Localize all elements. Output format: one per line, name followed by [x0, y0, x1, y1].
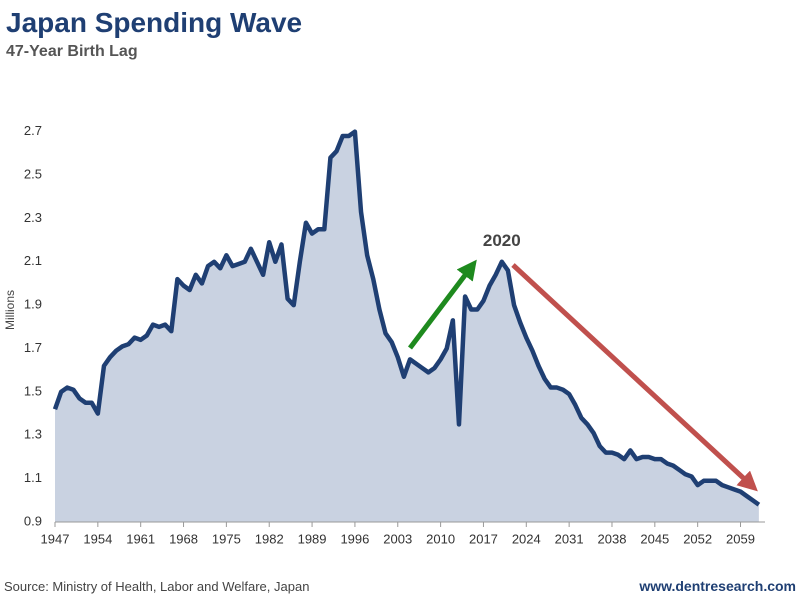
x-tick-label: 2017 [469, 531, 498, 546]
y-tick-label: 1.5 [24, 383, 42, 398]
y-tick-label: 1.1 [24, 470, 42, 485]
rise-arrow [408, 259, 477, 350]
x-tick-label: 2024 [512, 531, 541, 546]
x-tick-label: 2052 [683, 531, 712, 546]
x-tick-label: 1954 [83, 531, 112, 546]
x-tick-label: 2003 [383, 531, 412, 546]
area-fill [55, 131, 759, 522]
series-line [52, 129, 761, 507]
y-axis-label: Millions [3, 290, 17, 330]
y-tick-label: 2.7 [24, 123, 42, 138]
x-tick-label: 1968 [169, 531, 198, 546]
x-tick-label: 2010 [426, 531, 455, 546]
x-tick-label: 2038 [598, 531, 627, 546]
decline-arrow [511, 263, 758, 492]
y-tick-label: 2.1 [24, 253, 42, 268]
x-tick-label: 1996 [340, 531, 369, 546]
x-tick-label: 1961 [126, 531, 155, 546]
x-tick-label: 2045 [640, 531, 669, 546]
x-tick-label: 2059 [726, 531, 755, 546]
y-tick-label: 2.3 [24, 210, 42, 225]
y-tick-label: 1.9 [24, 297, 42, 312]
x-tick-label: 1982 [255, 531, 284, 546]
source: Source: Ministry of Health, Labor and We… [4, 579, 309, 594]
x-tick-label: 1989 [298, 531, 327, 546]
chart-title: Japan Spending Wave [6, 7, 302, 38]
y-tick-label: 2.5 [24, 166, 42, 181]
annotation: 2020 [483, 231, 521, 250]
y-tick-label: 1.7 [24, 340, 42, 355]
website: www.dentresearch.com [638, 578, 796, 594]
y-tick-label: 1.3 [24, 427, 42, 442]
y-tick-label: 0.9 [24, 513, 42, 528]
chart-subtitle: 47-Year Birth Lag [6, 43, 138, 60]
x-tick-label: 1947 [41, 531, 70, 546]
x-tick-label: 1975 [212, 531, 241, 546]
x-tick-label: 2031 [555, 531, 584, 546]
